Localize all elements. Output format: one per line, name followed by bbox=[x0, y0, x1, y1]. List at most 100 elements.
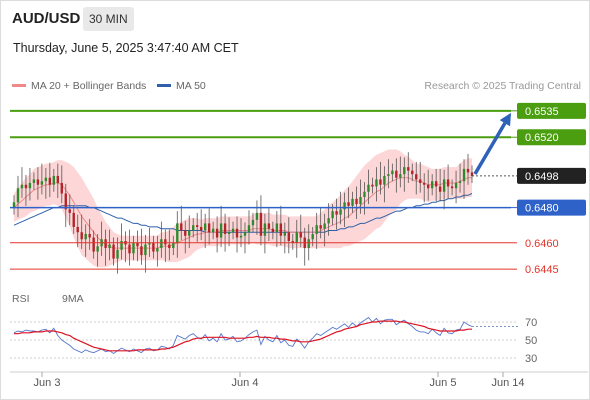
candle-body bbox=[144, 244, 147, 256]
rsi-9ma-line bbox=[14, 320, 472, 352]
candle-body bbox=[196, 225, 199, 227]
candle-body bbox=[442, 179, 446, 192]
candle-body bbox=[92, 237, 95, 252]
candle-body bbox=[148, 242, 151, 245]
candle-body bbox=[275, 223, 279, 233]
candle-body bbox=[267, 223, 271, 229]
candle-body bbox=[399, 174, 402, 178]
candle-body bbox=[88, 233, 91, 238]
candle-body bbox=[56, 175, 60, 183]
candle-body bbox=[20, 184, 24, 189]
candle-body bbox=[319, 225, 322, 229]
candle-body bbox=[203, 223, 207, 231]
candle-body bbox=[52, 175, 56, 185]
candle-body bbox=[140, 246, 143, 256]
candle-body bbox=[36, 179, 40, 185]
candle-body bbox=[327, 218, 330, 224]
rsi-line bbox=[13, 316, 473, 355]
candle-body bbox=[287, 232, 290, 242]
candle-body bbox=[271, 228, 275, 233]
candle-body bbox=[32, 179, 36, 183]
candle-body bbox=[423, 182, 426, 185]
candle-body bbox=[251, 219, 255, 226]
level-badge-0.6520 bbox=[517, 129, 586, 146]
candle-body bbox=[430, 181, 434, 189]
level-label-0.6460: 0.6460 bbox=[525, 238, 559, 250]
rsi-plot-area bbox=[13, 316, 473, 355]
chart-header: AUD/USD 30 MIN bbox=[0, 0, 590, 36]
rsi-tick-50: 50 bbox=[525, 335, 537, 347]
ma20-swatch bbox=[12, 83, 26, 87]
candle-body bbox=[60, 182, 63, 194]
candle-body bbox=[180, 223, 183, 231]
candle-body bbox=[72, 212, 75, 227]
candle-body bbox=[199, 226, 203, 231]
candle-body bbox=[211, 228, 215, 233]
legend-ma50: MA 50 bbox=[157, 80, 206, 92]
candle-body bbox=[462, 168, 466, 182]
candle-body bbox=[235, 228, 239, 238]
forecast-arrow bbox=[473, 122, 507, 175]
candle-body bbox=[16, 188, 20, 203]
candle-body bbox=[307, 239, 310, 249]
candle-body bbox=[231, 228, 235, 233]
candle-body bbox=[247, 225, 251, 233]
candle-body bbox=[156, 248, 159, 252]
candle-body bbox=[176, 223, 179, 243]
current-price-label: 0.6498 bbox=[525, 171, 559, 183]
x-tick-label: Jun 5 bbox=[430, 377, 457, 389]
candle-body bbox=[132, 242, 135, 254]
candle-body bbox=[279, 223, 283, 236]
candle-body bbox=[80, 232, 83, 240]
candle-body bbox=[172, 242, 175, 249]
candle-body bbox=[192, 225, 195, 231]
ma20-line bbox=[13, 177, 472, 249]
candle-body bbox=[227, 232, 231, 234]
ma9-label: 9MA bbox=[62, 293, 84, 305]
candle-body bbox=[335, 211, 338, 215]
candle-body bbox=[263, 223, 267, 236]
candle-body bbox=[426, 184, 430, 189]
candle-body bbox=[411, 170, 414, 175]
candle-body bbox=[40, 181, 44, 185]
candle-body bbox=[470, 172, 474, 176]
candle-body bbox=[454, 182, 458, 189]
candle-body bbox=[291, 241, 294, 243]
candle-body bbox=[295, 232, 298, 243]
candle-body bbox=[255, 212, 259, 220]
price-plot-area bbox=[12, 149, 474, 274]
candle-body bbox=[367, 184, 370, 192]
legend-9ma: 9MA bbox=[62, 293, 84, 305]
candle-body bbox=[64, 193, 67, 210]
bollinger-band bbox=[14, 149, 472, 268]
candle-body bbox=[363, 191, 366, 198]
timestamp: Thursday, June 5, 2025 3:47:40 AM CET bbox=[13, 41, 239, 55]
candle-body bbox=[438, 186, 442, 192]
legend-rsi: RSI bbox=[12, 293, 30, 305]
current-price-badge bbox=[517, 167, 586, 184]
candle-body bbox=[371, 184, 374, 187]
rsi-tick-70: 70 bbox=[525, 317, 537, 329]
candle-body bbox=[446, 179, 450, 187]
candle-body bbox=[112, 244, 115, 259]
candle-body bbox=[128, 244, 131, 254]
x-tick-label: Jun 3 bbox=[34, 377, 61, 389]
level-badge-0.6480 bbox=[517, 199, 586, 216]
candle-body bbox=[466, 168, 470, 173]
rsi-label: RSI bbox=[12, 293, 30, 305]
candle-body bbox=[434, 181, 438, 187]
candle-body bbox=[24, 184, 28, 189]
candle-body bbox=[104, 239, 107, 249]
candle-body bbox=[323, 223, 326, 229]
ma50-label: MA 50 bbox=[176, 80, 206, 92]
candle-body bbox=[28, 182, 32, 189]
ma20-label: MA 20 + Bollinger Bands bbox=[31, 80, 147, 92]
candle-body bbox=[419, 179, 422, 183]
candle-body bbox=[164, 239, 167, 245]
level-badge-0.6535 bbox=[517, 102, 586, 119]
timeframe-button[interactable]: 30 MIN bbox=[83, 7, 134, 31]
candle-body bbox=[311, 233, 314, 240]
candle-body bbox=[223, 223, 227, 234]
candle-body bbox=[44, 177, 48, 182]
